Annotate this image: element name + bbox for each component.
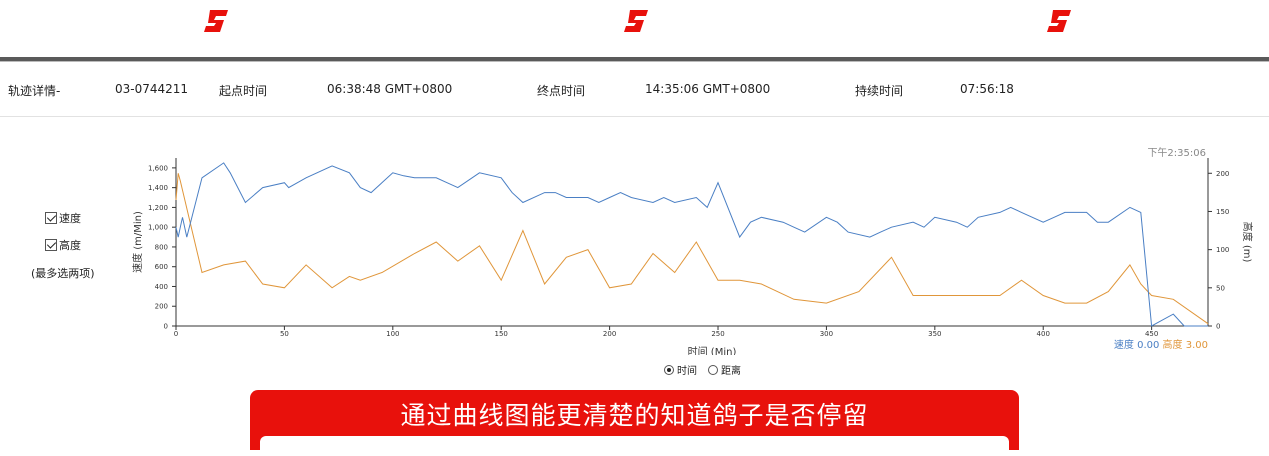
x-axis-distance-radio[interactable]: 距离 <box>708 362 741 377</box>
y2-tick-label: 0 <box>1216 323 1220 331</box>
max-selection-note: (最多选两项) <box>31 267 95 280</box>
y2-tick-label: 100 <box>1216 246 1229 254</box>
x-tick-label: 250 <box>711 330 724 338</box>
x-axis-time-radio[interactable]: 时间 <box>664 362 697 377</box>
x-tick-label: 450 <box>1145 330 1158 338</box>
track-detail-label: 轨迹详情- <box>8 84 61 98</box>
hover-time-label: 下午2:35:06 <box>1147 146 1206 159</box>
legend-altitude: 高度 3.00 <box>1163 338 1208 351</box>
altitude-checkbox[interactable]: 高度 <box>45 237 81 253</box>
speed-checkbox-label: 速度 <box>59 212 81 225</box>
y-axis-title: 速度 (m/Min) <box>131 211 144 273</box>
radio-unselected-icon[interactable] <box>708 364 718 375</box>
x-tick-label: 200 <box>603 330 616 338</box>
y-tick-label: 400 <box>155 283 168 291</box>
speed-altitude-chart: 0 200 400 600 800 1,000 1,200 1,400 1,600 0 50 100 1… <box>131 146 1254 355</box>
radio-time-label: 时间 <box>677 366 697 377</box>
chart-legend: 速度 0.00 高度 3.00 <box>1114 338 1208 351</box>
speed-checkbox[interactable]: 速度 <box>45 210 81 226</box>
header-divider <box>0 57 1269 61</box>
duration-value: 07:56:18 <box>960 82 1014 96</box>
speed-series-line <box>175 162 1208 327</box>
x-tick-label: 400 <box>1037 330 1050 338</box>
promo-banner-text: 通过曲线图能更清楚的知道鸽子是否停留 <box>400 401 869 430</box>
y2-tick-label: 200 <box>1216 170 1229 178</box>
legend-speed: 速度 0.00 <box>1114 338 1163 351</box>
start-time-value: 06:38:48 GMT+0800 <box>327 82 453 96</box>
checkbox-checked-icon[interactable] <box>45 239 57 251</box>
brand-logo-icon <box>1047 10 1071 32</box>
x-tick-label: 0 <box>174 330 178 338</box>
end-time-value: 14:35:06 GMT+0800 <box>645 82 771 96</box>
y2-tick-label: 50 <box>1216 284 1225 292</box>
y-tick-label: 1,000 <box>148 224 168 232</box>
start-time-label: 起点时间 <box>219 84 268 98</box>
x-tick-label: 100 <box>386 330 399 338</box>
x-tick-label: 150 <box>495 330 508 338</box>
x-tick-label: 350 <box>928 330 941 338</box>
brand-logo-icon <box>624 10 648 32</box>
altitude-series-line <box>175 173 1209 325</box>
promo-banner: 通过曲线图能更清楚的知道鸽子是否停留 <box>250 390 1019 456</box>
info-divider <box>0 116 1269 117</box>
end-time-label: 终点时间 <box>537 84 586 98</box>
brand-logo-icon <box>204 10 228 32</box>
y-tick-label: 0 <box>164 323 168 331</box>
duration-label: 持续时间 <box>855 84 904 98</box>
checkbox-checked-icon[interactable] <box>45 212 57 224</box>
y-tick-label: 800 <box>155 243 168 251</box>
y2-axis-title: 高度 (m) <box>1241 222 1254 263</box>
y-tick-label: 600 <box>155 263 168 271</box>
x-tick-label: 300 <box>820 330 833 338</box>
header-divider-shadow <box>0 61 1269 62</box>
x-tick-label: 50 <box>280 330 289 338</box>
promo-banner-inner <box>260 436 1009 456</box>
x-axis-title: 时间 (Min) <box>688 345 737 355</box>
track-id: 03-0744211 <box>115 82 189 96</box>
altitude-checkbox-label: 高度 <box>59 239 81 252</box>
radio-selected-icon[interactable] <box>664 364 674 375</box>
y-tick-label: 1,200 <box>148 204 168 212</box>
y2-tick-label: 150 <box>1216 208 1229 216</box>
y-tick-label: 200 <box>155 303 168 311</box>
y-tick-label: 1,400 <box>148 184 168 192</box>
radio-distance-label: 距离 <box>721 366 741 377</box>
y-tick-label: 1,600 <box>148 164 168 172</box>
